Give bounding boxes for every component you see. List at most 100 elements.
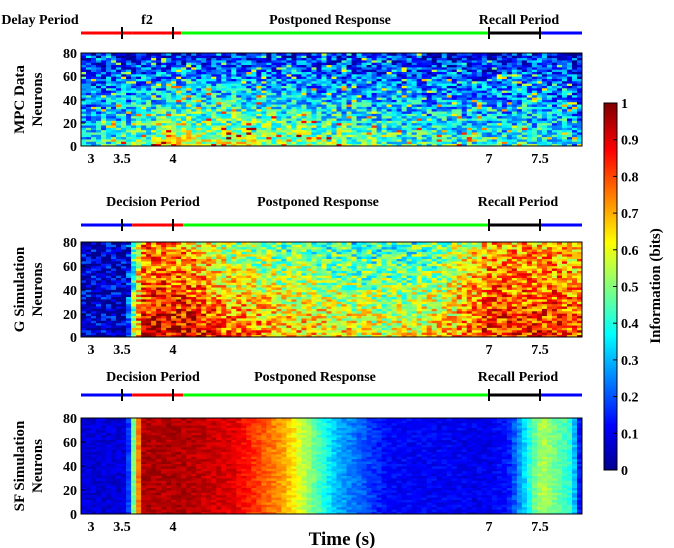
heatmap-cell — [131, 270, 137, 274]
heatmap-cell — [281, 139, 287, 142]
heatmap-cell — [241, 62, 247, 66]
heatmap-cell — [81, 327, 87, 331]
heatmap-cell — [221, 59, 227, 63]
heatmap-cell — [296, 127, 302, 131]
heatmap-cell — [136, 125, 142, 128]
heatmap-cell — [441, 78, 448, 82]
heatmap-cell — [96, 244, 102, 248]
heatmap-cell — [156, 310, 162, 314]
heatmap-cell — [376, 99, 382, 103]
heatmap-cell — [256, 120, 262, 124]
heatmap-cell — [176, 308, 182, 312]
heatmap-cell — [441, 69, 448, 72]
heatmap-cell — [571, 64, 578, 68]
heatmap-cell — [496, 113, 503, 117]
heatmap-cell — [266, 132, 272, 135]
heatmap-cell — [171, 258, 177, 262]
heatmap-cell — [301, 90, 307, 93]
heatmap-cell — [256, 80, 262, 84]
heatmap-cell — [471, 59, 478, 63]
heatmap-cell — [126, 113, 132, 117]
heatmap-cell — [266, 80, 272, 84]
heatmap-cell — [431, 66, 438, 70]
heatmap-cell — [91, 308, 97, 312]
heatmap-cell — [251, 108, 257, 112]
heatmap-cell — [206, 127, 212, 131]
heatmap-cell — [86, 113, 92, 117]
heatmap-cell — [321, 120, 327, 124]
heatmap-cell — [356, 97, 362, 100]
heatmap-cell — [491, 55, 498, 59]
heatmap-cell — [141, 83, 147, 86]
heatmap-cell — [281, 134, 287, 138]
heatmap-cell — [376, 143, 382, 147]
heatmap-cell — [271, 134, 277, 138]
heatmap-cell — [141, 318, 147, 321]
heatmap-cell — [166, 53, 172, 56]
heatmap-cell — [331, 87, 337, 91]
heatmap-cell — [186, 265, 192, 269]
heatmap-cell — [101, 261, 107, 264]
heatmap-cell — [491, 134, 498, 138]
heatmap-cell — [141, 296, 147, 300]
heatmap-cell — [136, 83, 142, 86]
heatmap-cell — [176, 263, 182, 267]
heatmap-cell — [111, 265, 117, 269]
heatmap-cell — [111, 289, 117, 293]
heatmap-cell — [396, 104, 403, 107]
heatmap-cell — [86, 129, 92, 133]
heatmap-cell — [96, 66, 102, 70]
heatmap-cell — [531, 99, 538, 103]
heatmap-cell — [156, 256, 162, 260]
heatmap-cell — [341, 53, 347, 56]
heatmap-cell — [386, 69, 393, 72]
heatmap-cell — [481, 64, 488, 68]
heatmap-cell — [126, 104, 132, 107]
heatmap-cell — [111, 143, 117, 147]
heatmap-cell — [126, 108, 132, 112]
heatmap-cell — [186, 66, 192, 70]
heatmap-cell — [386, 113, 393, 117]
heatmap-cell — [141, 78, 147, 82]
heatmap-cell — [456, 57, 463, 61]
heatmap-cell — [256, 113, 262, 117]
heatmap-cell — [341, 73, 347, 77]
heatmap-cell — [571, 76, 578, 79]
heatmap-cell — [116, 242, 122, 245]
heatmap-cell — [196, 301, 202, 305]
heatmap-cell — [101, 64, 107, 68]
heatmap-cell — [216, 62, 222, 66]
heatmap-cell — [336, 69, 342, 72]
heatmap-cell — [156, 71, 162, 75]
heatmap-cell — [126, 244, 132, 248]
heatmap-cell — [336, 57, 342, 61]
heatmap-cell — [171, 99, 177, 103]
heatmap-cell — [266, 111, 272, 114]
heatmap-cell — [221, 129, 227, 133]
heatmap-cell — [181, 129, 187, 133]
heatmap-cell — [311, 118, 317, 121]
heatmap-cell — [396, 113, 403, 117]
heatmap-cell — [111, 62, 117, 66]
heatmap-cell — [556, 101, 563, 105]
heatmap-cell — [176, 299, 182, 302]
heatmap-cell — [476, 143, 483, 147]
heatmap-cell — [506, 71, 513, 75]
heatmap-cell — [226, 136, 232, 140]
heatmap-cell — [291, 85, 297, 89]
heatmap-cell — [111, 57, 117, 61]
heatmap-cell — [276, 118, 282, 121]
heatmap-cell — [471, 78, 478, 82]
heatmap-cell — [546, 73, 553, 77]
heatmap-cell — [161, 69, 167, 72]
heatmap-cell — [141, 289, 147, 293]
heatmap-cell — [451, 64, 458, 68]
heatmap-cell — [216, 104, 222, 107]
heatmap-cell — [481, 80, 488, 84]
heatmap-cell — [291, 64, 297, 68]
heatmap-cell — [101, 113, 107, 117]
heatmap-cell — [161, 299, 167, 302]
heatmap-cell — [301, 83, 307, 86]
heatmap-cell — [201, 139, 207, 142]
heatmap-cell — [111, 261, 117, 264]
